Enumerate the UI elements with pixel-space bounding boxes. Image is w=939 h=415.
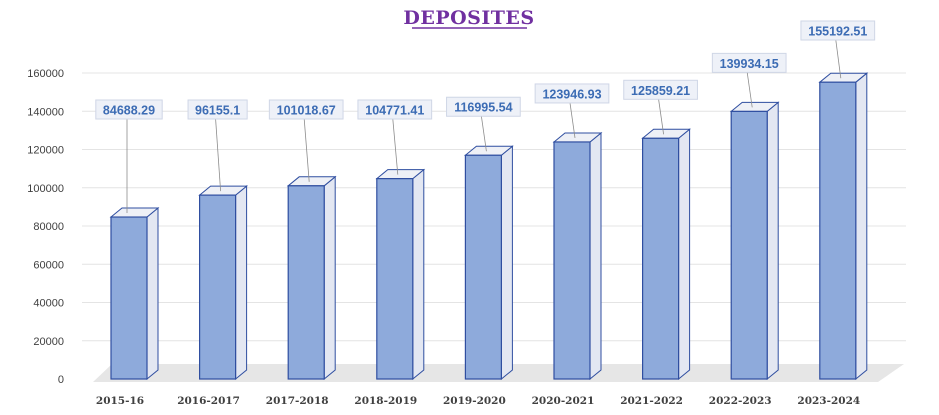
x-tick-label: 2018-2019 [354, 395, 417, 407]
data-label-text: 125859.21 [631, 84, 690, 98]
data-label: 155192.51 [800, 20, 876, 41]
data-label-box [187, 99, 248, 120]
bar-front [110, 216, 148, 380]
bar [109, 206, 160, 381]
data-label-text: 139934.15 [720, 57, 779, 71]
leader-line [746, 72, 753, 108]
bar [818, 72, 869, 381]
data-label-text: 123946.93 [542, 87, 601, 101]
data-label-box [623, 79, 698, 100]
bar [641, 128, 692, 381]
x-tick-label: 2016-2017 [177, 395, 240, 407]
y-tick-label: 100000 [27, 183, 64, 195]
bar-front [641, 137, 680, 380]
x-tick-label: 2023-2024 [797, 395, 860, 407]
y-tick-label: 20000 [33, 336, 64, 348]
data-label-box [446, 96, 521, 117]
bars [109, 72, 869, 381]
bar-side [500, 145, 513, 381]
y-tick-label: 140000 [27, 106, 64, 118]
x-axis: 2015-16 2016-2017 2017-2018 2018-2019 2019-2… [96, 395, 860, 407]
data-label-box [711, 52, 787, 73]
data-label-box [357, 99, 433, 120]
x-tick-label: 2020-2021 [532, 395, 595, 407]
data-label-text: 96155.1 [195, 104, 240, 118]
data-label-box [534, 83, 610, 104]
data-label: 116995.54 [446, 96, 521, 117]
data-label-text: 116995.54 [454, 101, 512, 115]
bar-side [589, 131, 602, 381]
bar-side [855, 72, 868, 381]
data-label: 139934.15 [711, 52, 787, 73]
bar-front [287, 185, 325, 380]
data-label: 101018.67 [268, 99, 344, 120]
leader-line [569, 102, 576, 139]
x-tick-label: 2017-2018 [266, 395, 329, 407]
y-axis: 0 20000 40000 60000 80000 100000 120000 140000 1… [27, 68, 64, 386]
y-tick-label: 120000 [27, 145, 64, 157]
bar-side [323, 175, 336, 381]
bar-side [678, 128, 691, 381]
x-tick-label: 2019-2020 [443, 395, 506, 407]
y-tick-label: 60000 [33, 259, 64, 271]
bar [729, 101, 780, 381]
data-label-box [95, 99, 163, 120]
data-label: 104771.41 [357, 99, 433, 120]
x-tick-label: 2022-2023 [709, 395, 772, 407]
y-tick-label: 160000 [27, 68, 64, 80]
data-label: 125859.21 [623, 79, 698, 100]
bar-front [464, 154, 502, 380]
bar-front [376, 178, 414, 380]
bar-side [766, 101, 779, 381]
data-label: 84688.29 [95, 99, 163, 120]
leader-line [835, 39, 842, 79]
bar-front [553, 141, 591, 380]
data-label: 96155.1 [187, 99, 248, 120]
data-label-text: 84688.29 [103, 104, 155, 118]
leader-line [658, 99, 664, 135]
leader-line [392, 118, 399, 175]
bar-side [412, 168, 425, 381]
bar-front [819, 81, 857, 380]
bar-side [235, 185, 248, 381]
x-tick-label: 2015-16 [96, 395, 144, 407]
data-label: 123946.93 [534, 83, 610, 104]
chart-title: DEPOSITES [403, 7, 534, 29]
bar [198, 185, 249, 381]
y-tick-label: 0 [58, 374, 64, 386]
label-leader-lines [126, 39, 842, 214]
data-label-text: 104771.41 [365, 104, 424, 118]
data-label-text: 101018.67 [277, 104, 336, 118]
bar-front [199, 194, 237, 380]
bar-side [146, 206, 159, 381]
bar [375, 168, 426, 381]
bar [463, 145, 514, 381]
leader-line [215, 118, 221, 192]
data-label-box [800, 20, 876, 41]
bar-front [730, 110, 768, 380]
y-tick-label: 80000 [33, 221, 64, 233]
x-tick-label: 2021-2022 [620, 395, 683, 407]
bar [552, 131, 603, 381]
data-labels: 84688.29 96155.1 101018.67 104771.41 116995.… [95, 20, 876, 120]
bar [286, 175, 337, 381]
data-label-text: 155192.51 [808, 25, 867, 39]
leader-line [303, 118, 310, 182]
data-label-box [268, 99, 344, 120]
y-tick-label: 40000 [33, 298, 64, 310]
leader-line [481, 116, 487, 152]
